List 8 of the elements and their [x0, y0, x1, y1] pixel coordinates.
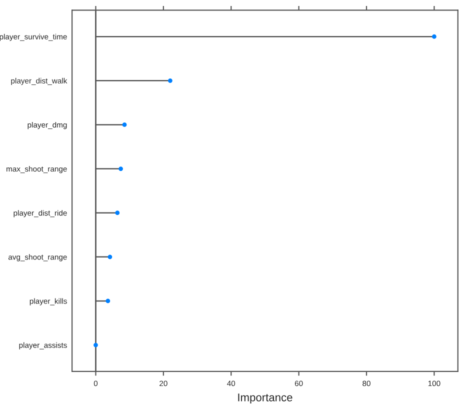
point [122, 122, 127, 127]
point [106, 298, 110, 304]
point [115, 210, 120, 216]
point [168, 78, 172, 83]
point [118, 166, 123, 171]
point [108, 254, 112, 260]
x-axis-title: Importance [238, 394, 292, 404]
point [432, 34, 436, 39]
